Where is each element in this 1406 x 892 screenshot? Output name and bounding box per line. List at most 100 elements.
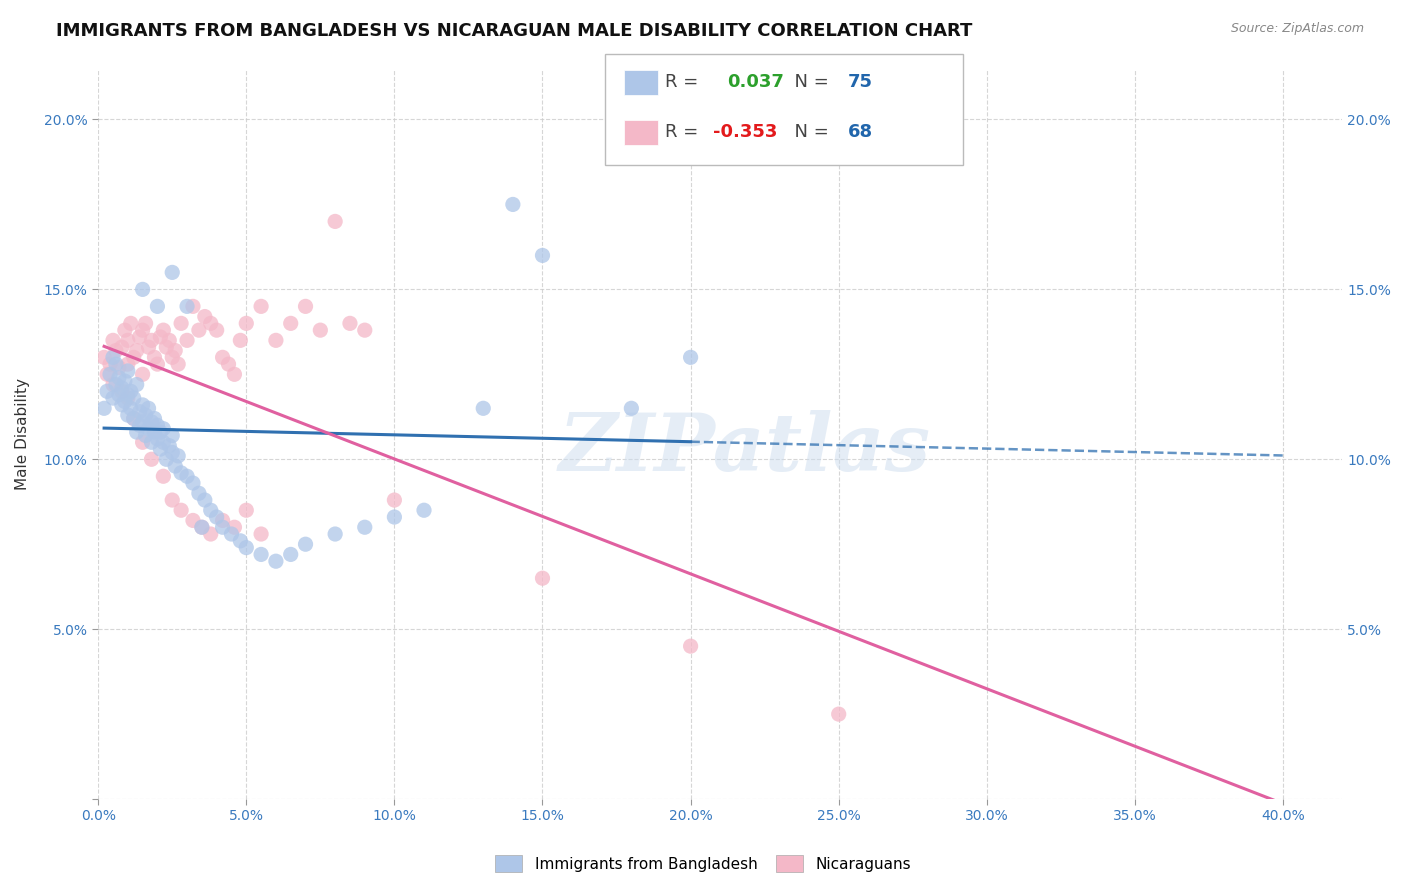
Text: IMMIGRANTS FROM BANGLADESH VS NICARAGUAN MALE DISABILITY CORRELATION CHART: IMMIGRANTS FROM BANGLADESH VS NICARAGUAN… (56, 22, 973, 40)
Point (323, 527, 346, 541)
Point (111, 381, 134, 395)
Point (155, 340, 177, 354)
Point (294, 299, 316, 313)
Point (141, 452, 163, 467)
Point (157, 334, 180, 348)
Text: Source: ZipAtlas.com: Source: ZipAtlas.com (1230, 22, 1364, 36)
Point (221, 527, 243, 541)
Point (679, 351, 702, 365)
Point (131, 323, 153, 337)
Point (131, 398, 153, 412)
Point (211, 351, 233, 365)
Point (176, 299, 198, 313)
Point (146, 432, 169, 446)
Point (149, 425, 172, 439)
Point (170, 466, 193, 480)
Point (211, 520, 233, 534)
Point (176, 334, 198, 348)
Point (141, 334, 163, 348)
Point (176, 469, 198, 483)
Point (280, 317, 302, 331)
Point (194, 310, 217, 324)
Point (205, 323, 228, 337)
Point (384, 493, 406, 508)
Point (120, 401, 142, 416)
Text: -0.353: -0.353 (713, 123, 778, 141)
Point (114, 323, 136, 337)
Point (309, 323, 332, 337)
Point (117, 364, 139, 378)
Point (135, 317, 157, 331)
Point (104, 377, 127, 392)
Point (280, 548, 302, 562)
Point (120, 384, 142, 399)
Point (181, 476, 204, 491)
Point (250, 527, 273, 541)
Point (165, 343, 187, 358)
Point (472, 401, 495, 416)
Point (339, 317, 361, 331)
Point (200, 527, 222, 541)
Point (323, 214, 346, 228)
Point (531, 571, 554, 585)
Point (117, 408, 139, 422)
Point (131, 435, 153, 450)
Point (146, 299, 169, 313)
Point (205, 510, 228, 524)
Point (187, 323, 209, 337)
Point (152, 422, 174, 436)
Point (224, 520, 246, 534)
Point (135, 428, 157, 442)
Y-axis label: Male Disability: Male Disability (15, 378, 30, 490)
Point (170, 503, 193, 517)
Point (122, 391, 145, 405)
Point (96, 384, 118, 399)
Point (138, 340, 160, 354)
Point (229, 334, 252, 348)
Point (181, 299, 204, 313)
Point (143, 351, 166, 365)
Point (194, 493, 217, 508)
Point (114, 394, 136, 409)
Legend: Immigrants from Bangladesh, Nicaraguans: Immigrants from Bangladesh, Nicaraguans (488, 847, 918, 880)
Point (125, 343, 148, 358)
Point (531, 248, 554, 262)
Point (160, 351, 183, 365)
Point (104, 343, 127, 358)
Point (117, 388, 139, 402)
Text: N =: N = (783, 73, 835, 91)
Point (122, 351, 145, 365)
Point (111, 398, 134, 412)
Point (413, 503, 436, 517)
Point (235, 503, 257, 517)
Point (143, 425, 166, 439)
Point (250, 548, 273, 562)
Text: ZIPatlas: ZIPatlas (560, 409, 931, 487)
Point (165, 459, 187, 474)
Text: R =: R = (665, 123, 704, 141)
Point (200, 317, 222, 331)
Point (167, 449, 190, 463)
Point (138, 422, 160, 436)
Point (122, 411, 145, 425)
Point (218, 357, 240, 371)
Point (117, 357, 139, 371)
Point (146, 418, 169, 433)
Point (353, 520, 375, 534)
Point (101, 377, 124, 392)
Point (131, 368, 153, 382)
Point (125, 377, 148, 392)
Point (264, 554, 287, 568)
Text: 0.037: 0.037 (727, 73, 783, 91)
Point (138, 401, 160, 416)
Point (101, 351, 124, 365)
Point (143, 411, 166, 425)
Point (229, 533, 252, 548)
Point (828, 707, 851, 722)
Point (101, 391, 124, 405)
Point (120, 317, 142, 331)
Point (353, 323, 375, 337)
Point (294, 537, 316, 551)
Point (152, 469, 174, 483)
Point (224, 368, 246, 382)
